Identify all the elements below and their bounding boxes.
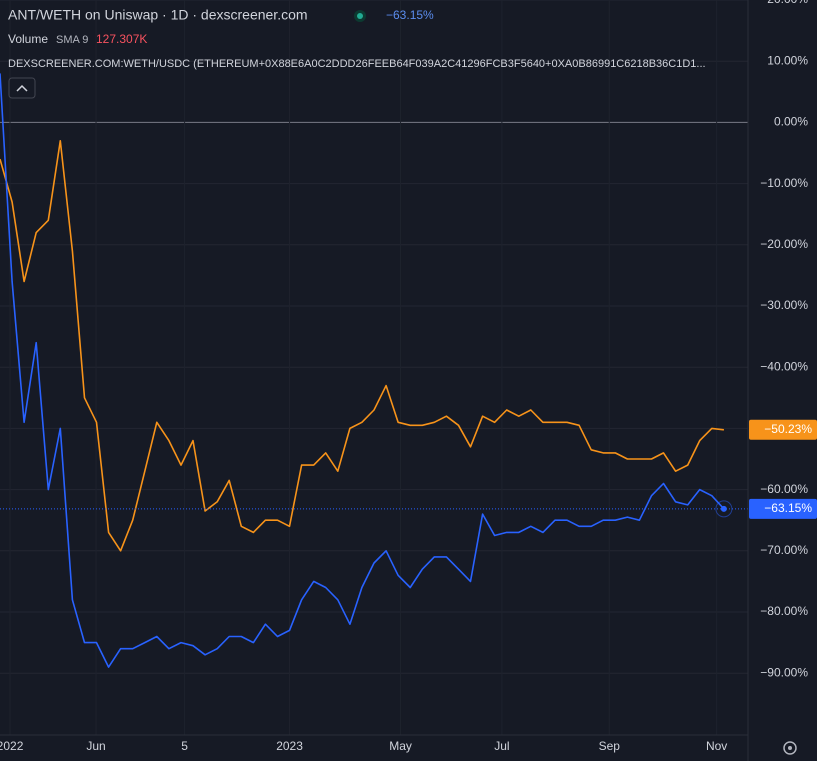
y-tick-label: −70.00% [760,543,808,557]
collapse-button[interactable] [8,77,36,99]
plot [0,73,748,668]
price-tag [749,498,817,519]
x-tick-label: 2022 [0,739,24,753]
grid [0,0,748,674]
x-tick-label: Nov [706,739,727,753]
y-tick-label: −30.00% [760,298,808,312]
y-tick-label: 20.00% [767,0,808,6]
y-tick-label: 10.00% [767,53,808,67]
x-tick-label: May [389,739,412,753]
last-point [720,505,727,512]
volume-value: 127.307K [96,32,147,46]
series-line [0,73,725,668]
last-point-halo [715,500,733,518]
x-tick-label: Sep [599,739,621,753]
y-tick-label: −90.00% [760,665,808,679]
change: −63.15% [386,8,434,22]
x-tick-label: Jul [494,739,509,753]
settings-icon[interactable] [783,741,797,755]
y-tick-label: −10.00% [760,176,808,190]
collapse-icon [16,84,28,92]
y-tick-label: −60.00% [760,482,808,496]
x-tick-label: 5 [181,739,188,753]
price-tag [749,419,817,440]
chart-title: ANT/WETH on Uniswap · 1D · dexscreener.c… [8,7,308,23]
price-tag-label: −63.15% [764,501,812,515]
y-tick-label: −80.00% [760,604,808,618]
y-tick-label: 0.00% [774,115,808,129]
status-dot [357,13,363,19]
price-tag-label: −50.23% [764,422,812,436]
x-tick-label: Jun [86,739,105,753]
volume-study: SMA 9 [56,34,88,46]
compare-symbol: DEXSCREENER.COM:WETH/USDC (ETHEREUM+0X88… [8,58,706,70]
y-tick-label: −40.00% [760,359,808,373]
series-line [0,140,724,552]
x-tick-label: 2023 [276,739,303,753]
volume-label: Volume [8,32,48,46]
y-tick-label: −20.00% [760,237,808,251]
